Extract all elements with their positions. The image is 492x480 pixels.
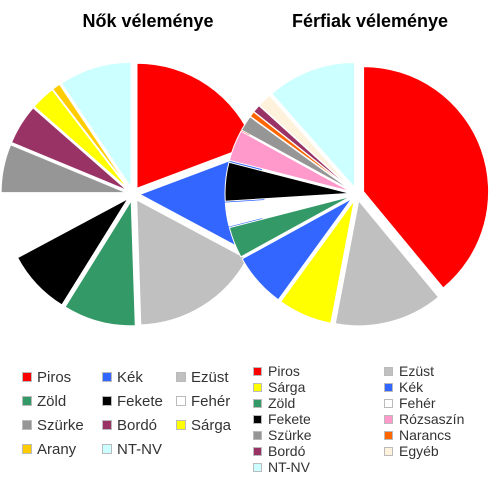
legend-swatch xyxy=(102,420,112,430)
men-legend-item-szurke: Szürke xyxy=(253,427,312,443)
legend-label: Rózsaszín xyxy=(399,411,465,427)
women-legend-item-feher: Fehér xyxy=(176,392,230,410)
legend-swatch xyxy=(176,396,186,406)
legend-swatch xyxy=(253,382,262,392)
legend-swatch xyxy=(102,444,112,454)
women-slice-zold xyxy=(64,199,136,327)
men-slice-kek xyxy=(241,198,353,301)
legend-label: NT-NV xyxy=(117,440,162,458)
men-slice-piros xyxy=(363,66,490,289)
men-legend-item-ezust: Ezüst xyxy=(384,363,434,379)
legend-swatch xyxy=(102,372,112,382)
women-legend-item-szurke: Szürke xyxy=(22,416,84,434)
legend-swatch xyxy=(176,420,186,430)
legend-label: Bordó xyxy=(268,443,306,459)
men-slice-nt-nv xyxy=(271,61,356,189)
legend-swatch xyxy=(102,396,112,406)
chart-title-women: Nők véleménye xyxy=(82,11,213,31)
legend-swatch xyxy=(384,430,393,440)
legend-swatch xyxy=(384,398,393,408)
women-legend-item-kek: Kék xyxy=(102,368,143,386)
legend-label: Szürke xyxy=(37,416,84,434)
legend-label: Zöld xyxy=(268,395,296,411)
legend-label: Egyéb xyxy=(399,443,439,459)
men-slice-rozsaszin xyxy=(228,130,351,192)
women-legend-item-bordo: Bordó xyxy=(102,416,157,434)
women-slice-nt-nv xyxy=(60,61,132,189)
legend-label: NT-NV xyxy=(268,459,310,475)
legend-swatch xyxy=(253,414,262,424)
women-slice-szurke xyxy=(0,144,127,194)
women-legend-item-sarga: Sárga xyxy=(176,416,231,434)
men-legend-item-zold: Zöld xyxy=(253,395,295,411)
men-slice-sarga xyxy=(280,200,355,324)
women-slice-bordo xyxy=(10,107,128,191)
legend-label: Ezüst xyxy=(399,363,435,379)
men-slice-zold xyxy=(228,196,351,258)
legend-label: Arany xyxy=(37,440,77,458)
women-slice-arany xyxy=(52,83,130,189)
legend-label: Narancs xyxy=(399,427,452,443)
women-legend-item-zold: Zöld xyxy=(22,392,66,410)
men-slice-fekete xyxy=(224,161,351,202)
legend-swatch xyxy=(22,396,32,406)
pie-women xyxy=(0,61,266,327)
women-legend-item-arany: Arany xyxy=(22,440,76,458)
legend-label: Bordó xyxy=(117,416,158,434)
legend-label: Ezüst xyxy=(191,368,229,386)
legend-label: Fehér xyxy=(191,392,231,410)
legend-label: Fekete xyxy=(268,411,311,427)
women-slice-sarga xyxy=(33,89,129,190)
legend-label: Sárga xyxy=(191,416,232,434)
men-legend-item-piros: Piros xyxy=(253,363,300,379)
women-slice-feher xyxy=(0,195,127,256)
legend-label: Sárga xyxy=(268,379,306,395)
legend-swatch xyxy=(176,372,186,382)
women-legend-item-piros: Piros xyxy=(22,368,71,386)
legend-swatch xyxy=(253,398,262,408)
legend-label: Fehér xyxy=(399,395,436,411)
legend-label: Szürke xyxy=(268,427,312,443)
women-legend-item-fekete: Fekete xyxy=(102,392,163,410)
legend-label: Piros xyxy=(37,368,72,386)
men-slice-egyeb xyxy=(258,94,353,190)
women-slice-ezust xyxy=(136,199,248,326)
men-legend-item-feher: Fehér xyxy=(384,395,436,411)
men-slice-bordo xyxy=(253,104,352,190)
men-legend-item-fekete: Fekete xyxy=(253,411,311,427)
women-legend-item-nt-nv: NT-NV xyxy=(102,440,162,458)
men-slice-feher xyxy=(224,194,351,227)
legend-label: Kék xyxy=(117,368,143,386)
legend-label: Kék xyxy=(399,379,424,395)
legend-swatch xyxy=(22,444,32,454)
women-legend-item-ezust: Ezüst xyxy=(176,368,229,386)
chart-title-men: Férfiak véleménye xyxy=(292,11,448,31)
legend-label: Fekete xyxy=(117,392,163,410)
legend-label: Piros xyxy=(268,363,300,379)
men-legend-item-rozsaszin: Rózsaszín xyxy=(384,411,464,427)
legend-swatch xyxy=(253,366,262,376)
legend-swatch xyxy=(384,382,393,392)
legend-swatch xyxy=(253,462,262,472)
legend-swatch xyxy=(253,446,262,456)
legend-swatch xyxy=(22,372,32,382)
men-legend-item-sarga: Sárga xyxy=(253,379,305,395)
men-legend-item-egyeb: Egyéb xyxy=(384,443,439,459)
legend-label: Zöld xyxy=(37,392,67,410)
women-slice-fekete xyxy=(16,197,130,306)
legend-swatch xyxy=(384,366,393,376)
legend-swatch xyxy=(384,446,393,456)
legend-swatch xyxy=(384,414,393,424)
men-slice-ezust xyxy=(334,199,440,327)
men-slice-szurke xyxy=(240,116,352,191)
men-legend-item-bordo: Bordó xyxy=(253,443,305,459)
legend-swatch xyxy=(22,420,32,430)
men-legend-item-kek: Kék xyxy=(384,379,423,395)
pie-men xyxy=(224,61,490,327)
legend-swatch xyxy=(253,430,262,440)
men-legend-item-narancs: Narancs xyxy=(384,427,451,443)
men-legend-item-nt-nv: NT-NV xyxy=(253,459,310,475)
